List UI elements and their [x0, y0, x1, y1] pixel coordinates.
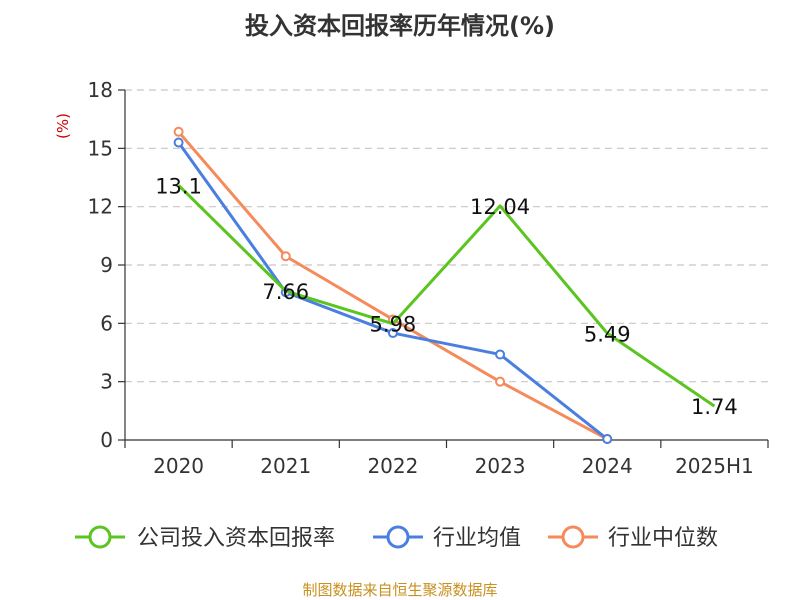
data-label: 7.66	[262, 280, 309, 304]
series-line	[177, 130, 608, 441]
y-tick-label: 0	[100, 428, 113, 452]
data-point[interactable]	[387, 328, 398, 339]
data-label: 12.04	[470, 195, 530, 219]
data-point[interactable]	[280, 251, 291, 262]
series-group	[173, 126, 716, 445]
data-labels: 13.1 7.66 5.98 12.04 5.49 1.74	[155, 174, 738, 419]
x-ticks: 2020 2021 2022 2023 2024 2025H1	[153, 454, 754, 478]
chart-title: 投入资本回报率历年情况(%)	[245, 12, 555, 40]
y-tick-label: 15	[88, 136, 113, 160]
y-axis-label: (%)	[54, 113, 72, 139]
x-tick-label: 2023	[475, 454, 526, 478]
x-tick-label: 2025H1	[675, 454, 754, 478]
source-note: 制图数据来自恒生聚源数据库	[302, 581, 497, 599]
legend-marker[interactable]	[88, 525, 112, 549]
legend-label[interactable]: 行业中位数	[608, 526, 718, 551]
legend[interactable]: 公司投入资本回报率 行业均值 行业中位数	[75, 525, 718, 551]
data-label: 13.1	[155, 174, 202, 198]
data-label: 1.74	[691, 395, 738, 419]
y-tick-label: 9	[100, 253, 113, 277]
series-line	[177, 184, 716, 408]
data-label: 5.49	[584, 322, 631, 346]
data-point[interactable]	[173, 137, 184, 148]
legend-label[interactable]: 行业均值	[433, 526, 521, 551]
x-tick-label: 2021	[260, 454, 311, 478]
x-tick-label: 2022	[367, 454, 418, 478]
legend-label[interactable]: 公司投入资本回报率	[137, 526, 335, 551]
data-point[interactable]	[602, 434, 613, 445]
y-tick-label: 3	[100, 370, 113, 394]
data-point[interactable]	[495, 349, 506, 360]
series-line	[177, 141, 609, 441]
legend-marker[interactable]	[561, 525, 585, 549]
y-tick-label: 12	[88, 195, 113, 219]
y-tick-label: 6	[100, 311, 113, 335]
data-label: 5.98	[370, 313, 417, 337]
x-tick-label: 2024	[582, 454, 633, 478]
data-point[interactable]	[173, 126, 184, 137]
data-point[interactable]	[495, 376, 506, 387]
y-ticks: 0 3 6 9 12 15 18	[88, 78, 113, 452]
legend-marker[interactable]	[386, 525, 410, 549]
y-tick-label: 18	[88, 78, 113, 102]
x-tick-label: 2020	[153, 454, 204, 478]
axes	[118, 89, 769, 448]
grid-lines	[125, 89, 768, 383]
